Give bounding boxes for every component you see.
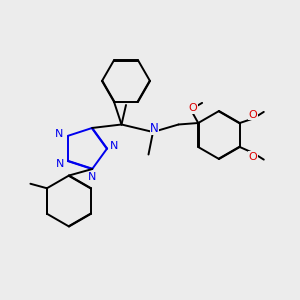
Text: N: N (56, 159, 65, 169)
Text: N: N (88, 172, 96, 182)
Text: O: O (248, 152, 257, 162)
Text: N: N (55, 129, 63, 139)
Text: O: O (189, 103, 197, 113)
Text: N: N (110, 141, 118, 151)
Text: N: N (150, 122, 159, 135)
Text: O: O (248, 110, 257, 120)
